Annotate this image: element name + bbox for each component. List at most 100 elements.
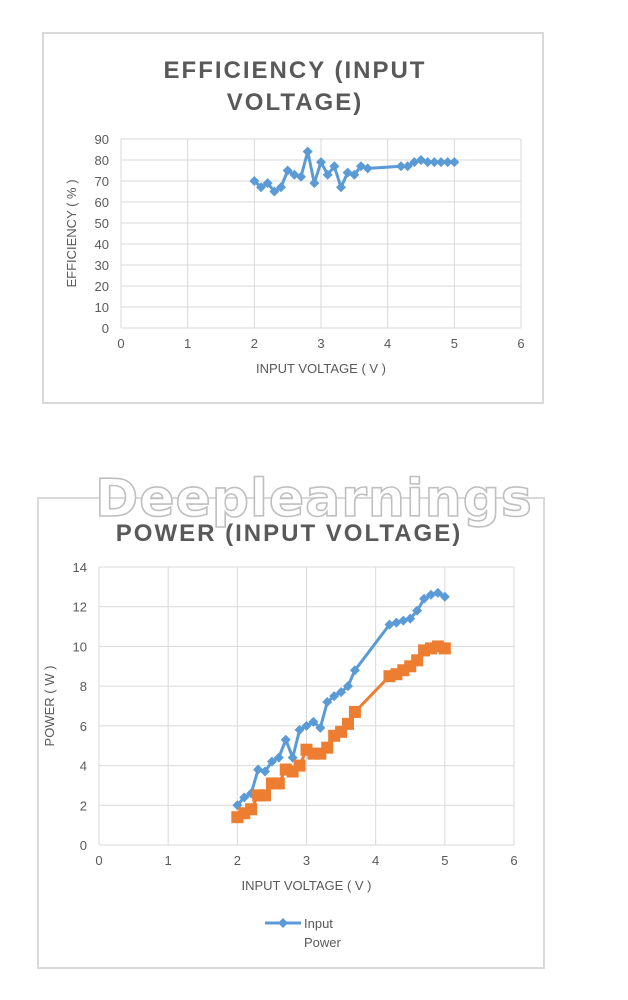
data-point — [282, 165, 293, 176]
legend-swatch-marker — [278, 918, 288, 928]
y-tick-label: 8 — [80, 679, 87, 694]
data-point — [272, 777, 285, 790]
data-point — [249, 176, 260, 186]
data-point — [309, 178, 320, 189]
data-point — [280, 734, 291, 745]
data-point — [296, 171, 306, 182]
data-point — [422, 157, 433, 168]
data-point — [439, 591, 450, 602]
y-axis-title: POWER ( W ) — [42, 666, 57, 747]
data-point — [266, 756, 277, 767]
x-tick-label: 5 — [451, 336, 458, 351]
data-point — [273, 752, 284, 763]
efficiency-chart-panel: EFFICIENCY (INPUT VOLTAGE) 0 1 2 3 4 5 6 0 10 20 3… — [42, 32, 544, 404]
data-point — [262, 178, 273, 189]
y-tick-label: 10 — [95, 300, 109, 315]
y-tick-label: 0 — [80, 838, 87, 853]
x-tick-label: 1 — [184, 336, 191, 351]
data-point — [321, 741, 334, 754]
data-point — [349, 665, 360, 676]
series-line — [236, 591, 446, 807]
data-point — [384, 619, 395, 630]
data-point — [396, 161, 406, 172]
data-point — [256, 182, 266, 193]
x-tick-label: 2 — [251, 336, 258, 351]
data-point — [349, 169, 360, 180]
y-tick-label: 12 — [73, 600, 87, 615]
y-tick-label: 6 — [80, 719, 87, 734]
y-tick-label: 50 — [95, 216, 109, 231]
data-point — [322, 169, 333, 180]
data-point — [308, 716, 319, 727]
data-point — [315, 722, 326, 733]
data-point — [260, 766, 270, 777]
x-tick-label: 1 — [165, 853, 172, 868]
data-point — [348, 705, 361, 718]
data-point — [239, 792, 250, 803]
y-axis-title: EFFICIENCY ( % ) — [64, 179, 79, 287]
data-point — [322, 697, 333, 708]
data-point — [316, 157, 326, 168]
data-point — [429, 157, 440, 168]
x-tick-label: 0 — [117, 336, 124, 351]
chart-title-line-1: EFFICIENCY (INPUT — [164, 57, 427, 84]
y-tick-label: 0 — [102, 321, 109, 336]
y-tick-label: 30 — [95, 258, 109, 273]
data-point — [449, 157, 460, 168]
x-tick-label: 5 — [441, 853, 448, 868]
legend: Input Power — [265, 916, 342, 950]
data-point — [336, 182, 346, 193]
x-tick-label: 4 — [384, 336, 391, 351]
x-tick-label: 6 — [517, 336, 524, 351]
x-tick-label: 6 — [510, 853, 517, 868]
data-point — [293, 759, 306, 772]
data-point — [329, 691, 340, 702]
data-point — [342, 717, 354, 730]
y-tick-label: 60 — [95, 195, 109, 210]
data-point — [426, 589, 436, 600]
data-point — [302, 146, 313, 157]
power-chart-panel: POWER (INPUT VOLTAGE) 0 1 2 3 4 5 6 0 2 4 6 8 10 12 14… — [37, 497, 545, 969]
chart-title: POWER (INPUT VOLTAGE) — [116, 520, 462, 547]
data-point — [419, 593, 430, 604]
y-tick-label: 20 — [95, 279, 109, 294]
data-point — [259, 789, 271, 802]
data-point — [343, 681, 353, 692]
power-chart: POWER (INPUT VOLTAGE) 0 1 2 3 4 5 602468101214… — [42, 520, 518, 950]
y-tick-label: 40 — [95, 237, 109, 252]
x-axis-title: INPUT VOLTAGE ( V ) — [241, 878, 371, 893]
x-tick-label: 0 — [95, 853, 102, 868]
data-point — [362, 163, 373, 174]
y-tick-label: 70 — [95, 174, 109, 189]
x-tick-label: 2 — [234, 853, 241, 868]
data-point — [436, 157, 446, 168]
data-point — [329, 161, 340, 172]
x-tick-label: 3 — [303, 853, 310, 868]
data-point — [402, 161, 413, 172]
x-tick-label: 3 — [317, 336, 324, 351]
data-point — [442, 157, 453, 168]
data-point — [336, 687, 347, 698]
data-point — [405, 613, 416, 624]
data-point — [432, 587, 443, 598]
x-tick-label: 4 — [372, 853, 379, 868]
y-tick-label: 90 — [95, 132, 109, 147]
legend-label-power: Power — [304, 935, 342, 950]
data-point — [294, 724, 305, 735]
data-point — [276, 182, 286, 193]
x-axis-title: INPUT VOLTAGE ( V ) — [256, 361, 386, 376]
data-point — [301, 720, 312, 731]
efficiency-chart: EFFICIENCY (INPUT VOLTAGE) 0 1 2 3 4 5 6010203… — [64, 57, 525, 376]
data-point — [391, 617, 402, 628]
data-point — [269, 186, 280, 197]
legend-label-input: Input — [304, 916, 333, 931]
y-tick-label: 2 — [80, 798, 87, 813]
data-point — [438, 642, 451, 655]
data-point — [398, 615, 409, 626]
data-point — [252, 789, 265, 802]
data-point — [412, 605, 423, 616]
chart-title-line-2: VOLTAGE) — [227, 89, 363, 116]
y-tick-label: 10 — [73, 639, 87, 654]
y-tick-label: 80 — [95, 153, 109, 168]
data-point — [411, 654, 424, 667]
